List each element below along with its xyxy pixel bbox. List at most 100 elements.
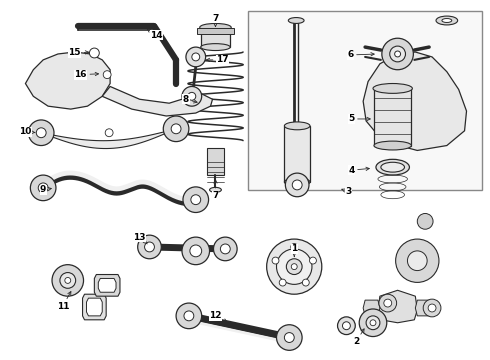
Polygon shape <box>363 300 380 316</box>
Circle shape <box>291 264 297 270</box>
Text: 6: 6 <box>347 50 374 59</box>
Ellipse shape <box>374 141 412 150</box>
Ellipse shape <box>288 18 304 23</box>
Text: 17: 17 <box>206 55 229 64</box>
Circle shape <box>220 244 230 254</box>
Circle shape <box>186 47 206 67</box>
Ellipse shape <box>284 178 310 186</box>
Circle shape <box>384 299 392 307</box>
Ellipse shape <box>201 44 230 50</box>
Circle shape <box>163 116 189 141</box>
Circle shape <box>192 53 200 61</box>
Circle shape <box>105 129 113 137</box>
Circle shape <box>38 183 48 193</box>
Text: 3: 3 <box>342 187 351 196</box>
Circle shape <box>183 187 209 212</box>
Polygon shape <box>98 278 116 292</box>
Circle shape <box>302 279 309 286</box>
Text: 1: 1 <box>291 244 297 257</box>
Polygon shape <box>363 52 466 150</box>
Polygon shape <box>82 294 106 320</box>
Ellipse shape <box>376 159 410 175</box>
Circle shape <box>267 239 322 294</box>
Circle shape <box>182 86 202 106</box>
Circle shape <box>272 257 279 264</box>
Circle shape <box>390 46 406 62</box>
Text: 14: 14 <box>147 29 163 40</box>
Circle shape <box>30 175 56 201</box>
Polygon shape <box>41 129 176 149</box>
Text: 7: 7 <box>212 180 219 200</box>
Circle shape <box>191 195 201 204</box>
Circle shape <box>379 294 396 312</box>
Circle shape <box>190 245 202 257</box>
Bar <box>248 11 482 190</box>
Circle shape <box>292 180 302 190</box>
Circle shape <box>286 259 302 275</box>
Circle shape <box>370 320 376 326</box>
Circle shape <box>52 265 83 296</box>
Text: 4: 4 <box>348 166 369 175</box>
Bar <box>207 148 224 175</box>
Ellipse shape <box>200 23 231 31</box>
Circle shape <box>103 71 111 78</box>
Circle shape <box>382 38 414 70</box>
Ellipse shape <box>442 18 452 22</box>
Circle shape <box>285 173 309 197</box>
Text: 15: 15 <box>69 49 89 58</box>
Ellipse shape <box>373 84 413 93</box>
Circle shape <box>366 316 380 330</box>
Polygon shape <box>95 275 120 296</box>
Circle shape <box>338 317 355 334</box>
Circle shape <box>182 237 210 265</box>
Circle shape <box>138 235 161 259</box>
Ellipse shape <box>284 122 310 130</box>
Circle shape <box>176 303 202 329</box>
Text: 12: 12 <box>209 311 227 322</box>
Circle shape <box>359 309 387 337</box>
Circle shape <box>291 243 297 251</box>
Text: 10: 10 <box>19 127 35 136</box>
Text: 5: 5 <box>348 114 370 123</box>
Polygon shape <box>25 52 110 109</box>
Circle shape <box>28 120 54 145</box>
Text: 8: 8 <box>183 95 197 104</box>
Circle shape <box>145 242 154 252</box>
Text: 13: 13 <box>133 233 147 244</box>
Polygon shape <box>378 290 417 323</box>
Ellipse shape <box>381 162 405 172</box>
Circle shape <box>188 93 196 100</box>
Text: 11: 11 <box>57 292 71 311</box>
Circle shape <box>395 239 439 282</box>
Text: 7: 7 <box>212 14 219 27</box>
Circle shape <box>171 124 181 134</box>
Circle shape <box>417 213 433 229</box>
Circle shape <box>60 273 75 288</box>
Bar <box>197 28 234 34</box>
Polygon shape <box>86 298 102 316</box>
Circle shape <box>428 304 436 312</box>
Circle shape <box>284 333 294 342</box>
Bar <box>284 126 310 182</box>
Circle shape <box>310 257 317 264</box>
Circle shape <box>408 251 427 271</box>
Circle shape <box>90 48 99 58</box>
Text: 9: 9 <box>40 185 51 194</box>
Circle shape <box>343 322 350 330</box>
Polygon shape <box>102 86 213 116</box>
Text: 2: 2 <box>353 329 364 346</box>
Circle shape <box>279 279 286 286</box>
Ellipse shape <box>210 188 221 192</box>
Polygon shape <box>416 300 432 316</box>
Text: 16: 16 <box>74 70 98 79</box>
Circle shape <box>65 278 71 283</box>
Bar <box>201 27 230 47</box>
Circle shape <box>423 299 441 317</box>
Circle shape <box>276 325 302 350</box>
Circle shape <box>36 128 46 138</box>
Bar <box>374 89 412 145</box>
Ellipse shape <box>436 16 458 25</box>
Circle shape <box>276 249 312 284</box>
Circle shape <box>184 311 194 321</box>
Circle shape <box>214 237 237 261</box>
